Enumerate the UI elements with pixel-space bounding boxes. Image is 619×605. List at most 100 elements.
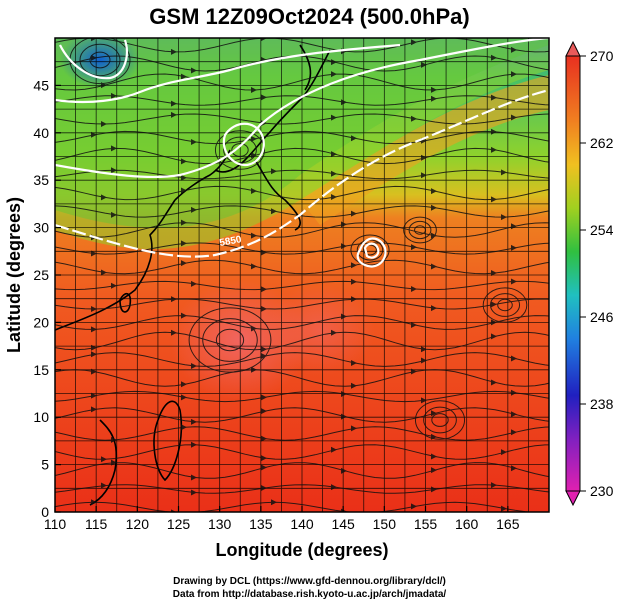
contour-label: 5850 xyxy=(219,234,243,249)
streamline-arrow xyxy=(111,211,117,218)
streamline-arrow xyxy=(511,71,517,78)
streamline-arrow xyxy=(341,99,347,106)
streamline xyxy=(55,55,549,72)
streamline-arrow xyxy=(351,210,357,217)
streamline-arrow xyxy=(491,482,497,489)
x-tick-label: 120 xyxy=(126,516,150,532)
streamline-arrow xyxy=(261,353,267,360)
streamline-swirl xyxy=(414,400,466,440)
streamline-arrow xyxy=(491,128,497,135)
streamline-arrow xyxy=(511,355,517,362)
streamline-arrow xyxy=(251,86,257,93)
streamline-arrow xyxy=(331,329,337,336)
streamline-arrow xyxy=(501,169,507,176)
streamline-arrow xyxy=(91,306,97,313)
streamline-arrow xyxy=(251,325,257,332)
streamline-arrow xyxy=(91,54,97,61)
streamline-arrow xyxy=(491,270,497,277)
streamline-arrow xyxy=(351,278,357,285)
streamline-swirl xyxy=(403,216,437,244)
streamline-arrow xyxy=(491,319,497,326)
streamline-arrow xyxy=(511,114,517,121)
streamline-arrow xyxy=(181,219,187,226)
streamline-arrow xyxy=(411,368,417,375)
streamline-arrow xyxy=(511,411,517,418)
streamline xyxy=(55,205,549,218)
streamline-arrow xyxy=(91,406,97,413)
streamline xyxy=(55,95,549,106)
streamline-swirl xyxy=(79,43,121,77)
streamline xyxy=(55,147,549,165)
streamline-arrow xyxy=(181,312,187,319)
streamline xyxy=(55,352,549,367)
streamline xyxy=(55,426,549,441)
x-tick-label: 155 xyxy=(414,516,438,532)
x-tick-label: 110 xyxy=(44,516,67,532)
streamline-arrow xyxy=(511,389,517,396)
streamline-arrow xyxy=(261,394,267,401)
streamline-arrow xyxy=(261,408,267,415)
streamline-arrow xyxy=(431,86,437,93)
streamline-swirl xyxy=(188,307,272,373)
x-axis-label: Longitude (degrees) xyxy=(215,540,388,560)
colorbar-tick-label: 270 xyxy=(590,48,614,64)
streamline-swirl xyxy=(431,413,449,427)
streamline-arrow xyxy=(331,170,337,177)
streamline-arrow xyxy=(331,446,337,453)
streamline-arrow xyxy=(251,366,257,373)
x-tick-label: 115 xyxy=(85,516,108,532)
streamline-arrow xyxy=(421,397,427,404)
streamline xyxy=(55,331,549,351)
streamline-arrow xyxy=(511,223,517,230)
streamline-arrow xyxy=(431,467,437,474)
streamline-arrow xyxy=(101,456,107,463)
x-tick-label: 135 xyxy=(249,516,273,532)
colorbar xyxy=(565,40,581,507)
streamline-arrow xyxy=(171,48,177,55)
streamline-arrow xyxy=(511,465,517,472)
streamline-arrow xyxy=(191,206,197,213)
streamline-arrow xyxy=(181,158,187,165)
streamline-arrow xyxy=(111,167,117,174)
height-contours xyxy=(55,38,549,268)
y-axis-label: Latitude (degrees) xyxy=(4,197,24,353)
streamline-arrow xyxy=(351,296,357,303)
streamline-arrow xyxy=(491,54,497,61)
streamline-arrow xyxy=(341,313,347,320)
streamlines xyxy=(55,38,549,512)
y-tick-label: 10 xyxy=(33,409,49,425)
streamline-arrow xyxy=(101,194,107,201)
streamline-arrow xyxy=(181,240,187,247)
streamline-arrow xyxy=(91,499,97,506)
streamline-arrow xyxy=(331,151,337,158)
streamline xyxy=(55,407,549,423)
streamline-arrow xyxy=(341,221,347,228)
streamline-swirl xyxy=(414,225,426,235)
x-tick-label: 140 xyxy=(290,516,314,532)
streamline-arrow xyxy=(171,329,177,336)
streamline-arrow xyxy=(261,249,267,256)
streamline-swirl xyxy=(215,328,245,352)
streamline-arrow xyxy=(261,94,267,101)
streamline-arrow xyxy=(271,208,277,215)
streamline-arrow xyxy=(271,499,277,506)
streamline-arrow xyxy=(351,360,357,367)
x-axis-ticks: 110 115 120 125 130 135 140 145 150 155 160 165 xyxy=(44,506,520,532)
streamline-arrow xyxy=(251,263,257,270)
streamline-arrow xyxy=(331,484,337,491)
y-tick-label: 0 xyxy=(41,504,49,520)
streamline-arrow xyxy=(101,121,107,128)
streamline xyxy=(55,484,549,494)
streamline-arrow xyxy=(91,326,97,333)
streamline-arrow xyxy=(271,168,277,175)
streamline-arrow xyxy=(191,280,197,287)
x-tick-label: 165 xyxy=(496,516,520,532)
streamline-arrow xyxy=(421,346,427,353)
streamline-arrow xyxy=(91,38,97,42)
streamline-swirl xyxy=(497,298,513,312)
colorbar-tick-label: 238 xyxy=(590,396,614,412)
streamline-arrow xyxy=(351,262,357,269)
streamline-arrow xyxy=(491,196,497,203)
streamline-arrow xyxy=(431,453,437,460)
colorbar-ticks: 230 238 246 254 262 270 xyxy=(580,48,614,499)
